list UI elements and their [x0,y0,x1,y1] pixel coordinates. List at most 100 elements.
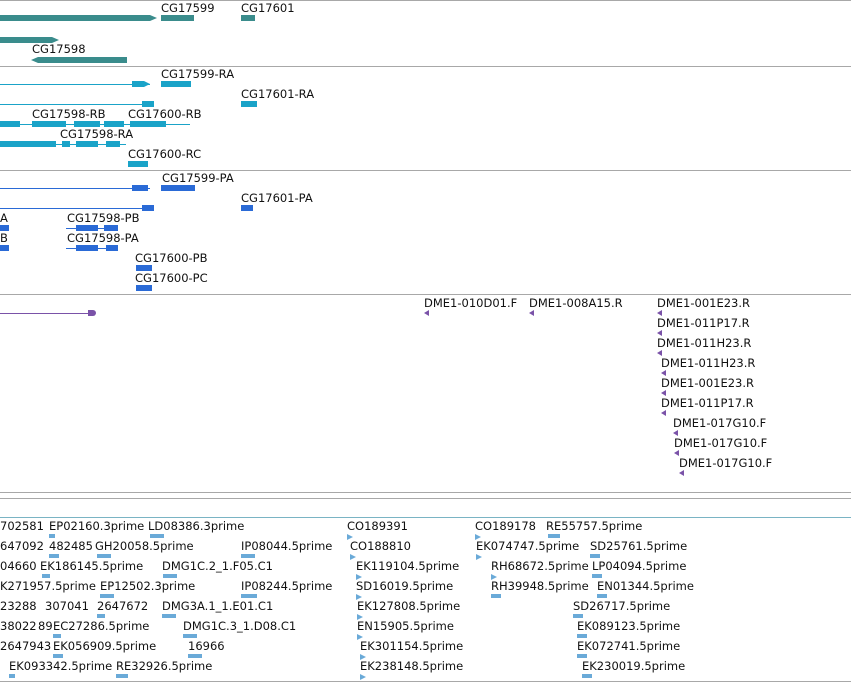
est-label[interactable]: DMG3A.1_1.E01.C1 [162,599,274,613]
transcript-exon[interactable] [132,81,144,87]
bac-end-arrow[interactable] [661,410,666,416]
bac-end-label[interactable]: DME1-011P17.R [661,396,754,410]
transcript-exon[interactable] [161,81,191,87]
transcript-exon[interactable] [104,121,124,127]
est-label[interactable]: EK186145.5prime [40,559,144,573]
est-label[interactable]: 38022 [0,619,37,633]
transcript-exon[interactable] [62,141,70,147]
protein-label[interactable]: A [0,211,8,225]
est-label[interactable]: DMG1C.2_1.F05.C1 [162,559,273,573]
est-feature[interactable] [597,594,607,598]
protein-segment[interactable] [132,185,148,191]
est-feature[interactable] [356,574,362,580]
bac-end-label[interactable]: DME1-001E23.R [657,296,751,310]
est-feature[interactable] [49,554,59,558]
protein-segment[interactable] [0,225,9,231]
est-label[interactable]: LD08386.3prime [148,519,245,533]
gene-feature[interactable] [0,15,150,21]
est-label[interactable]: EK127808.5prime [357,599,461,613]
est-feature[interactable] [49,534,55,538]
bac-end-arrow[interactable] [673,430,678,436]
bac-end-label[interactable]: DME1-011H23.R [661,356,756,370]
est-feature[interactable] [582,674,592,678]
bac-end-arrow[interactable] [529,310,534,316]
est-feature[interactable] [475,534,481,540]
protein-segment[interactable] [136,285,152,291]
est-label[interactable]: CO189391 [347,519,408,533]
est-label[interactable]: SD26717.5prime [573,599,671,613]
protein-label[interactable]: CG17598-PB [67,211,140,225]
protein-segment[interactable] [76,245,98,251]
protein-label[interactable]: CG17598-PA [67,231,139,245]
est-label[interactable]: EK074747.5prime [476,539,580,553]
bac-end-feature[interactable] [88,310,96,316]
est-feature[interactable] [491,594,501,598]
protein-label[interactable]: CG17600-PB [135,251,208,265]
est-label[interactable]: SD16019.5prime [356,579,454,593]
est-feature[interactable] [162,614,176,618]
est-feature[interactable] [347,534,353,540]
est-feature[interactable] [188,654,202,658]
est-label[interactable]: 702581 [0,519,44,533]
transcript-label[interactable]: CG17598-RB [32,107,106,121]
protein-segment[interactable] [0,245,9,251]
est-label[interactable]: EC27286.5prime [53,619,150,633]
est-feature[interactable] [476,554,482,560]
gene-feature[interactable] [161,15,194,21]
transcript-exon[interactable] [241,101,257,107]
est-label[interactable]: EK056909.5prime [53,639,157,653]
est-feature[interactable] [350,554,356,560]
bac-end-arrow[interactable] [424,310,429,316]
est-label[interactable]: K271957.5prime [0,579,96,593]
est-label[interactable]: IP08244.5prime [241,579,333,593]
protein-segment[interactable] [76,225,98,231]
bac-end-arrow[interactable] [657,350,662,356]
bac-end-arrow[interactable] [657,310,662,316]
est-feature[interactable] [116,674,128,678]
gene-label[interactable]: CG17598 [32,42,86,56]
protein-segment[interactable] [104,225,118,231]
est-feature[interactable] [42,574,50,578]
est-label[interactable]: EN15905.5prime [357,619,454,633]
bac-end-label[interactable]: DME1-010D01.F [424,296,518,310]
bac-end-label[interactable]: DME1-011P17.R [657,316,750,330]
est-label[interactable]: RH68672.5prime [491,559,589,573]
est-feature[interactable] [100,594,114,598]
est-label[interactable]: CO189178 [475,519,536,533]
est-feature[interactable] [9,674,15,678]
transcript-exon[interactable] [106,141,120,147]
est-label[interactable]: 23288 [0,599,37,613]
bac-end-label[interactable]: DME1-017G10.F [673,416,767,430]
transcript-label[interactable]: CG17599-RA [161,67,235,81]
est-feature[interactable] [360,674,366,680]
est-label[interactable]: 2647943 [0,639,52,653]
est-label[interactable]: RE55757.5prime [546,519,643,533]
transcript-exon[interactable] [0,121,20,127]
est-feature[interactable] [356,594,362,600]
est-label[interactable]: EP12502.3prime [100,579,196,593]
protein-label[interactable]: B [0,231,8,245]
gene-feature[interactable] [241,15,255,21]
bac-end-label[interactable]: DME1-017G10.F [674,436,768,450]
est-feature[interactable] [241,554,255,558]
est-label[interactable]: 2647672 [97,599,149,613]
est-label[interactable]: 307041 [45,599,89,613]
bac-end-arrow[interactable] [679,470,684,476]
est-label[interactable]: EK119104.5prime [356,559,460,573]
transcript-exon[interactable] [128,161,148,167]
est-feature[interactable] [97,614,105,618]
est-feature[interactable] [97,554,111,558]
est-feature[interactable] [592,574,602,578]
transcript-exon[interactable] [32,121,66,127]
gene-feature[interactable] [0,37,52,43]
protein-segment[interactable] [241,205,253,211]
gene-feature[interactable] [38,57,127,63]
transcript-label[interactable]: CG17600-RC [128,147,202,161]
est-label[interactable]: LP04094.5prime [592,559,687,573]
protein-label[interactable]: CG17600-PC [135,271,208,285]
bac-end-label[interactable]: DME1-008A15.R [529,296,623,310]
est-feature[interactable] [357,614,363,620]
transcript-exon[interactable] [0,141,56,147]
est-label[interactable]: 647092 [0,539,44,553]
est-label[interactable]: EN01344.5prime [597,579,694,593]
